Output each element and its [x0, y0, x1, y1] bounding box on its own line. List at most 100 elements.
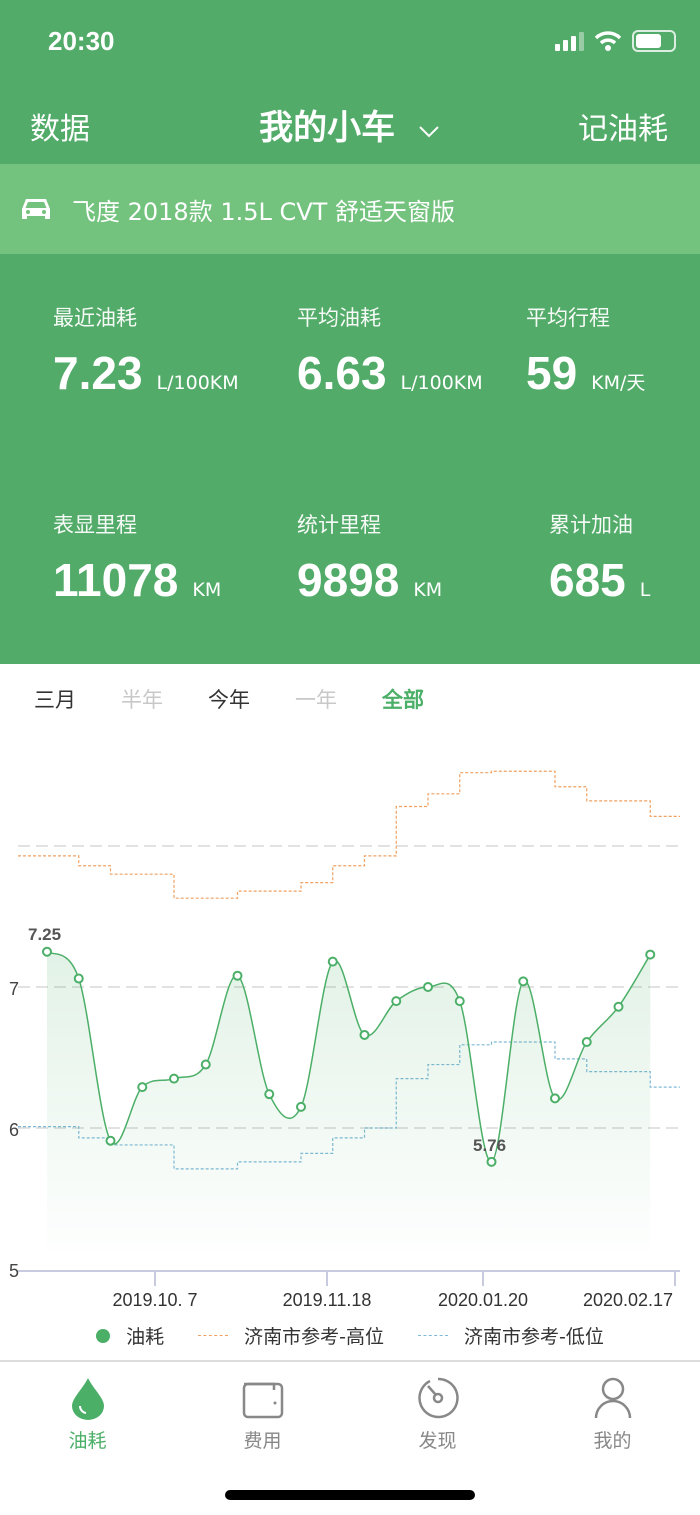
data-point — [169, 1073, 179, 1084]
x-tick-label: 2020.02.17 — [583, 1290, 673, 1310]
stat-label: 最近油耗 — [53, 306, 137, 330]
data-point — [42, 946, 52, 957]
legend-label: 济南市参考-低位 — [464, 1326, 604, 1348]
status-icons — [555, 30, 676, 52]
record-fuel-button[interactable]: 记油耗 — [578, 112, 668, 147]
data-point — [200, 1059, 211, 1070]
car-icon — [22, 199, 50, 219]
legend-low-reference[interactable]: 济南市参考-低位 — [418, 1322, 604, 1349]
stat-unit: L/100KM — [156, 372, 239, 394]
car-model: 飞度 2018款 1.5L CVT 舒适天窗版 — [72, 197, 455, 226]
home-indicator — [225, 1490, 475, 1500]
stat-label: 平均行程 — [526, 306, 610, 330]
drop-icon — [71, 1378, 104, 1420]
stat-recent-consumption: 最近油耗 7.23 L/100KM — [53, 302, 239, 400]
stat-label: 统计里程 — [297, 513, 381, 537]
stat-value: 7.23 — [53, 347, 143, 399]
legend-label: 油耗 — [126, 1326, 165, 1348]
stat-value: 685 — [549, 554, 626, 606]
fuel-consumption-chart: 5 6 7 2019.10. 7 2019.11.18 2020.01.20 2020.02… — [9, 770, 680, 1310]
range-tabs: 三月 半年 今年 一年 全部 — [34, 684, 424, 714]
tab-this-year[interactable]: 今年 — [208, 688, 250, 712]
status-time: 20:30 — [48, 26, 115, 56]
legend-high-reference[interactable]: 济南市参考-高位 — [198, 1322, 384, 1349]
stat-unit: KM/天 — [591, 372, 646, 394]
chevron-down-icon — [419, 126, 439, 138]
gauge-icon — [417, 1377, 459, 1419]
stat-unit: L — [639, 579, 651, 601]
user-icon — [594, 1377, 631, 1419]
tab-one-year: 一年 — [295, 688, 337, 712]
legend-label: 济南市参考-高位 — [244, 1326, 384, 1348]
stat-value: 9898 — [297, 554, 400, 606]
stat-tracked-distance: 统计里程 9898 KM — [297, 509, 442, 607]
consumption-area — [47, 951, 651, 1250]
tabbar-label: 我的 — [593, 1430, 632, 1452]
data-point — [296, 1101, 306, 1112]
data-point — [359, 1029, 370, 1040]
high-reference-line — [18, 770, 680, 899]
tab-half-year: 半年 — [121, 688, 163, 712]
tabbar-label: 油耗 — [68, 1430, 107, 1452]
stat-total-fuel: 累计加油 685 L — [549, 509, 650, 607]
legend-line-icon — [418, 1335, 448, 1336]
data-point — [73, 973, 84, 984]
car-selector[interactable]: 我的小车 — [0, 100, 700, 149]
data-point — [581, 1036, 592, 1047]
stat-unit: KM — [192, 579, 222, 601]
stat-value: 59 — [526, 347, 578, 399]
data-point — [137, 1082, 148, 1093]
legend-line-icon — [198, 1335, 229, 1336]
legend-consumption[interactable]: 油耗 — [96, 1322, 164, 1349]
stat-label: 表显里程 — [53, 513, 137, 537]
data-point — [645, 949, 656, 960]
data-point — [423, 982, 433, 992]
chart-legend: 油耗 济南市参考-高位 济南市参考-低位 — [0, 1322, 700, 1349]
data-point — [518, 976, 529, 987]
y-tick-label: 7 — [9, 979, 19, 999]
tab-three-months[interactable]: 三月 — [34, 688, 76, 712]
x-tick-label: 2019.10. 7 — [112, 1290, 197, 1310]
data-button[interactable]: 数据 — [30, 112, 90, 147]
tabbar-mine[interactable]: 我的 — [525, 1362, 700, 1460]
stat-label: 累计加油 — [549, 513, 633, 537]
data-point — [232, 970, 243, 981]
data-point — [391, 996, 402, 1007]
stat-label: 平均油耗 — [297, 306, 381, 330]
tab-bar: 油耗 费用 发现 我的 — [0, 1360, 700, 1460]
stat-average-consumption: 平均油耗 6.63 L/100KM — [297, 302, 483, 400]
y-tick-label: 6 — [9, 1120, 19, 1140]
tab-all[interactable]: 全部 — [382, 688, 424, 712]
stat-odometer: 表显里程 11078 KM — [53, 509, 221, 607]
legend-dot-icon — [96, 1328, 111, 1343]
car-model-banner[interactable]: 飞度 2018款 1.5L CVT 舒适天窗版 — [0, 164, 700, 254]
stat-value: 11078 — [53, 554, 179, 606]
wifi-icon — [594, 31, 622, 51]
data-point — [550, 1093, 560, 1104]
stat-value: 6.63 — [297, 347, 387, 399]
data-point — [486, 1156, 497, 1167]
stat-unit: L/100KM — [400, 372, 483, 394]
signal-icon — [555, 31, 584, 51]
max-annotation: 7.25 — [28, 925, 61, 944]
x-tick-label: 2019.11.18 — [283, 1290, 372, 1310]
tabbar-cost[interactable]: 费用 — [175, 1362, 350, 1460]
data-point — [327, 956, 338, 967]
battery-icon — [632, 30, 676, 52]
page-title: 我的小车 — [259, 108, 396, 148]
tabbar-label: 发现 — [418, 1430, 457, 1452]
tabbar-discover[interactable]: 发现 — [350, 1362, 525, 1460]
tabbar-fuel[interactable]: 油耗 — [0, 1362, 175, 1460]
data-point — [454, 996, 465, 1007]
tabbar-label: 费用 — [243, 1430, 282, 1452]
data-point — [613, 1001, 624, 1012]
wallet-icon — [242, 1382, 283, 1419]
data-point — [264, 1089, 275, 1100]
stats-panel: 最近油耗 7.23 L/100KM 平均油耗 6.63 L/100KM 平均行程 59 KM… — [0, 254, 700, 664]
min-annotation: 5.76 — [473, 1136, 506, 1155]
y-tick-label: 5 — [9, 1261, 19, 1281]
stat-average-distance: 平均行程 59 KM/天 — [526, 302, 645, 400]
data-point — [105, 1135, 116, 1146]
x-tick-label: 2020.01.20 — [438, 1290, 528, 1310]
header: 20:30 数据 我的小车 记油耗 — [0, 0, 700, 164]
